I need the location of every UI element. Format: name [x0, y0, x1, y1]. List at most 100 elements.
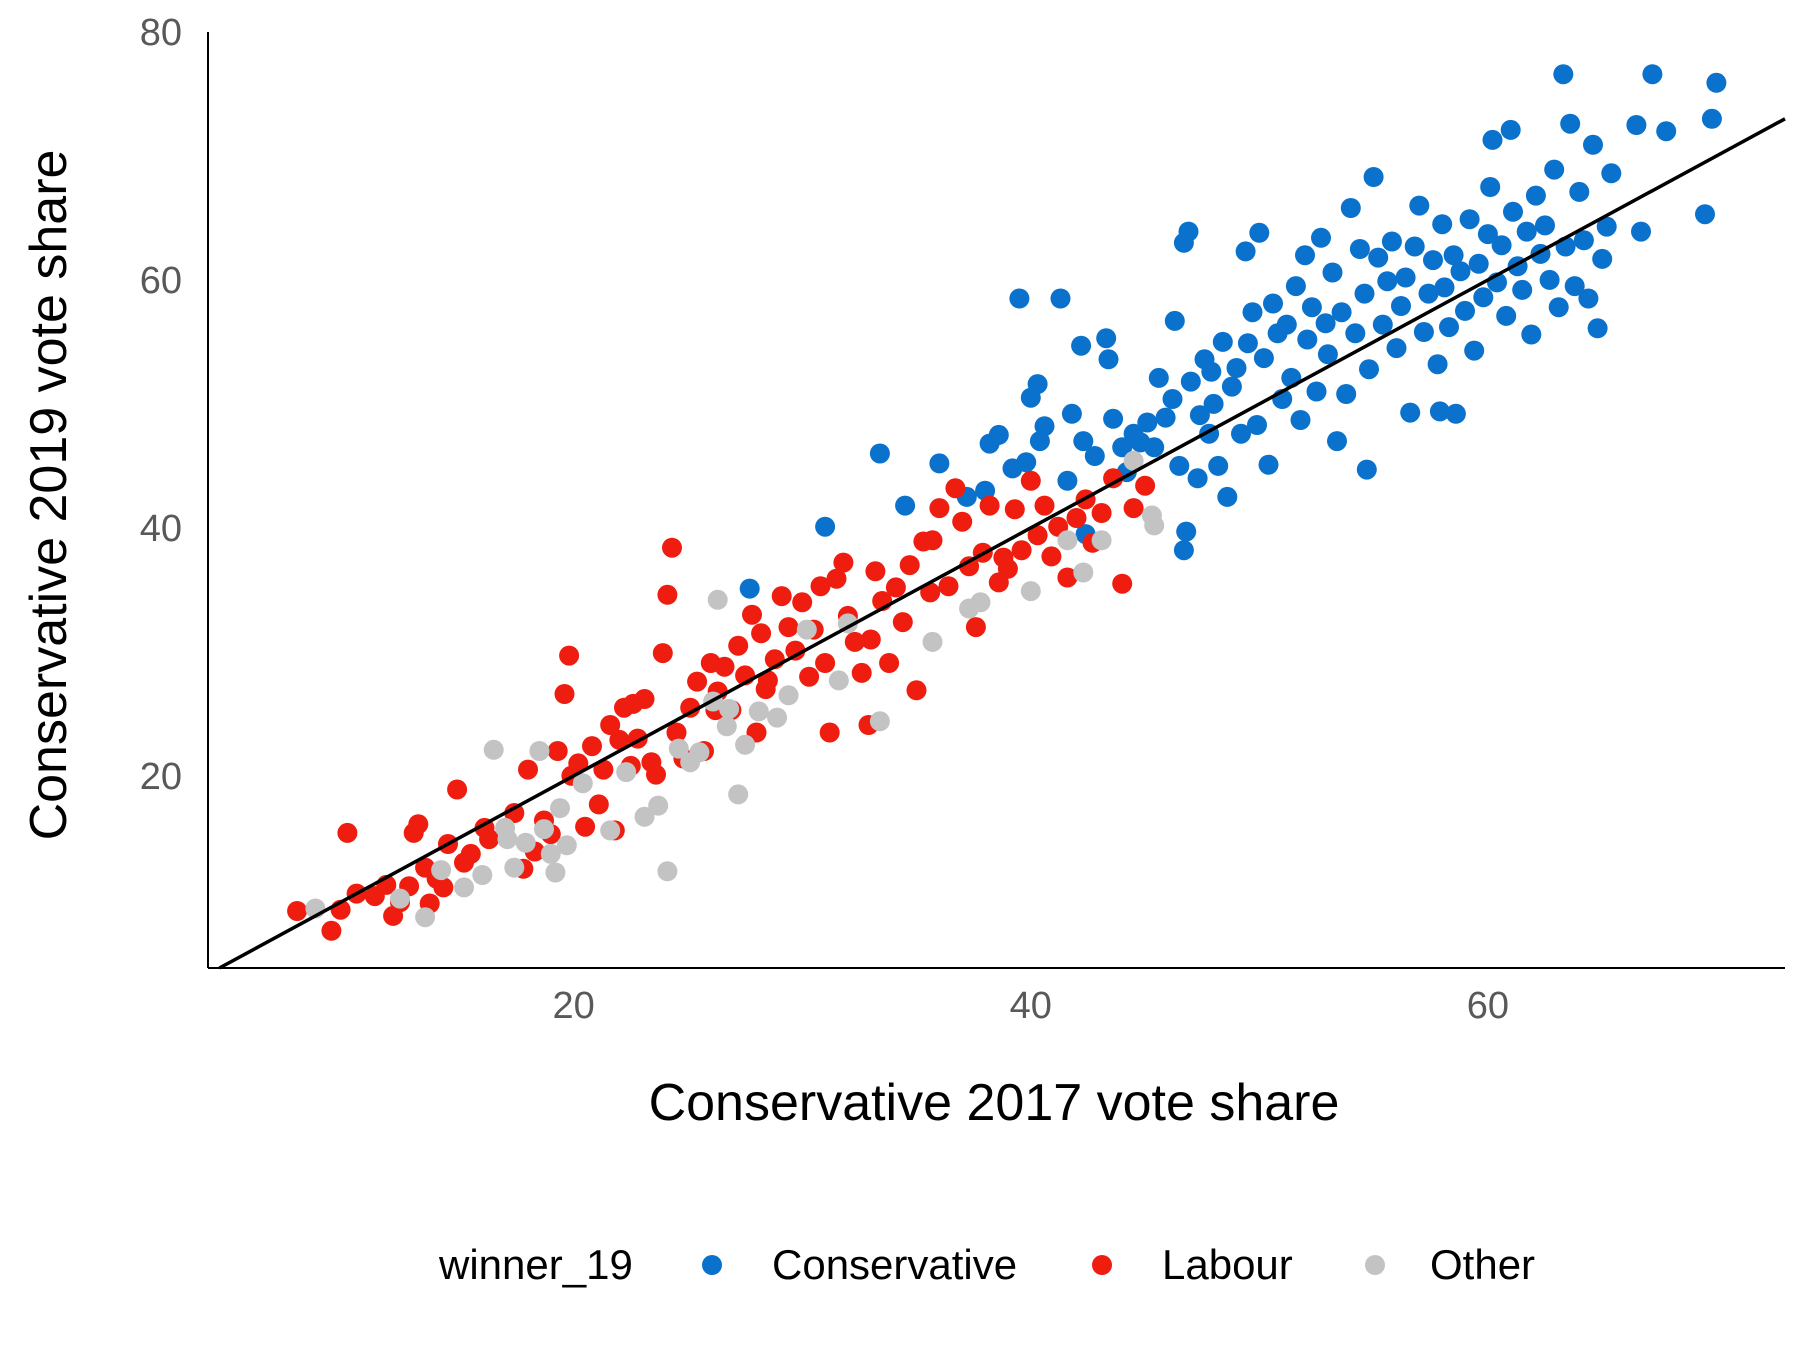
data-point: [1135, 475, 1156, 496]
data-point: [1626, 115, 1647, 135]
data-point: [1372, 314, 1393, 335]
data-point: [810, 576, 831, 597]
data-point: [1409, 195, 1430, 216]
data-point: [1395, 267, 1416, 288]
y-axis-title: Conservative 2019 vote share: [20, 150, 78, 841]
data-point: [869, 443, 890, 464]
legend-key: [1092, 1255, 1112, 1275]
data-point: [1656, 121, 1677, 142]
legend-items: Conservative Labour Other: [702, 1241, 1535, 1288]
data-point: [1695, 204, 1715, 225]
data-point: [771, 586, 792, 607]
data-point: [1327, 431, 1347, 452]
data-point: [1317, 344, 1338, 365]
data-point: [1226, 358, 1247, 378]
data-point: [689, 742, 710, 763]
data-point: [1096, 328, 1117, 349]
data-point: [1029, 431, 1050, 452]
data-point: [600, 820, 621, 841]
data-point: [1427, 354, 1448, 375]
data-point: [1539, 269, 1560, 290]
data-point: [851, 662, 872, 683]
data-point: [1400, 402, 1421, 423]
x-tick-label: 40: [1010, 985, 1052, 1027]
data-point: [1027, 525, 1048, 546]
data-point: [1231, 423, 1251, 444]
data-point: [1340, 198, 1361, 218]
data-point: [415, 907, 436, 928]
data-point: [1450, 261, 1471, 282]
data-point: [447, 779, 468, 800]
data-point: [1009, 288, 1030, 309]
data-point: [616, 762, 637, 783]
data-point: [1418, 283, 1439, 304]
data-point: [1356, 459, 1377, 480]
data-point: [1336, 384, 1357, 404]
data-point: [1034, 495, 1055, 516]
data-point: [547, 741, 568, 761]
data-point: [479, 829, 500, 850]
data-point: [662, 537, 682, 558]
data-point: [739, 578, 760, 599]
data-point: [1180, 371, 1201, 392]
data-point: [1434, 277, 1455, 298]
data-point: [646, 764, 666, 785]
data-point: [965, 617, 986, 638]
legend-item-other: Other: [1365, 1241, 1535, 1288]
data-point: [895, 495, 916, 516]
data-point: [600, 715, 621, 735]
data-point: [515, 832, 536, 853]
data-point: [1459, 209, 1480, 230]
data-point: [1445, 403, 1466, 424]
x-tick-label: 20: [553, 985, 595, 1027]
data-point: [1297, 329, 1318, 350]
data-point: [1011, 540, 1032, 561]
data-point: [634, 806, 655, 827]
data-point: [1091, 530, 1112, 551]
data-point: [1148, 367, 1169, 388]
data-point: [1057, 470, 1078, 491]
data-point: [1477, 224, 1498, 245]
data-point: [959, 556, 980, 577]
data-point: [1404, 236, 1425, 257]
data-point: [1103, 468, 1124, 489]
data-point: [929, 453, 950, 474]
data-point: [1560, 113, 1581, 134]
data-point: [1363, 167, 1384, 187]
data-point: [1631, 221, 1651, 242]
data-point: [1235, 241, 1256, 262]
data-point: [755, 679, 776, 700]
data-point: [945, 478, 966, 499]
data-point: [1516, 221, 1537, 242]
data-point: [529, 741, 550, 761]
data-point: [287, 901, 308, 921]
y-tick-label: 20: [140, 756, 182, 798]
data-point: [1331, 302, 1352, 323]
x-axis-title: Conservative 2017 vote share: [649, 1074, 1340, 1132]
data-point: [550, 798, 570, 819]
y-tick-label: 60: [140, 260, 182, 302]
data-point: [1455, 300, 1475, 321]
data-point: [826, 568, 847, 589]
data-point: [719, 698, 740, 719]
data-point: [844, 631, 865, 652]
data-point: [1701, 108, 1722, 129]
data-point: [1137, 412, 1158, 433]
data-point: [1500, 119, 1521, 140]
data-point: [1221, 376, 1242, 397]
data-point: [483, 739, 504, 760]
data-point: [742, 604, 762, 625]
data-point: [785, 640, 806, 661]
data-point: [545, 862, 566, 883]
data-point: [1249, 222, 1270, 243]
legend-label: Other: [1430, 1241, 1535, 1288]
data-point: [815, 516, 836, 537]
data-point: [751, 623, 772, 644]
data-point: [657, 861, 678, 882]
plot-area: 20 40 60 20 40 60 80: [140, 12, 1786, 1027]
data-point: [568, 753, 589, 774]
data-point: [1491, 235, 1512, 256]
data-point: [1512, 279, 1533, 300]
data-point: [828, 670, 849, 691]
data-point: [1203, 393, 1224, 414]
